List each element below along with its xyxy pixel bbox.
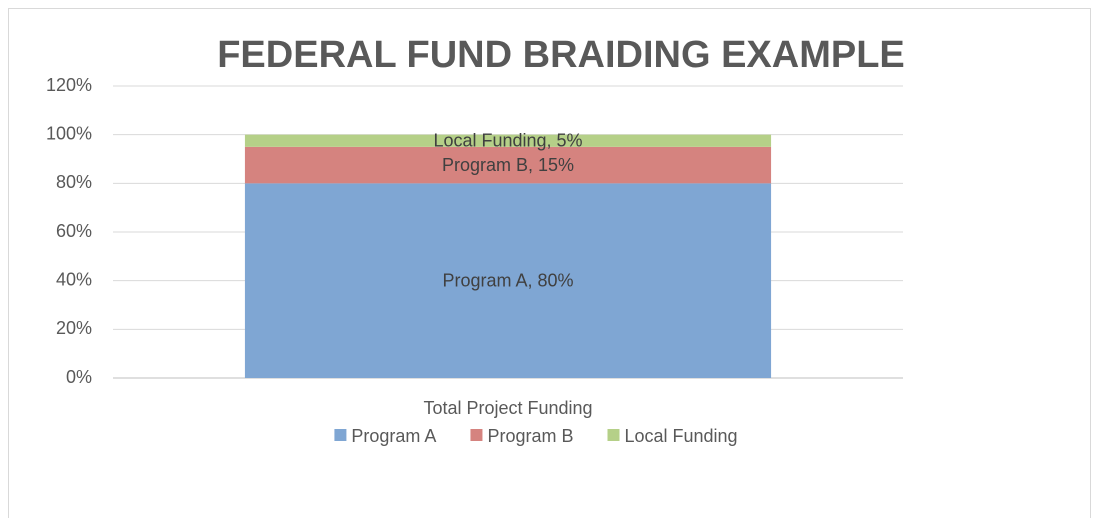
y-tick-label: 60%	[56, 221, 92, 241]
y-tick-label: 100%	[46, 123, 92, 143]
y-tick-label: 40%	[56, 269, 92, 289]
chart-title: FEDERAL FUND BRAIDING EXAMPLE	[217, 34, 905, 76]
x-tick-label: Total Project Funding	[423, 398, 592, 418]
bar-segment	[244, 134, 772, 147]
legend-label: Program B	[487, 426, 573, 446]
legend-swatch	[607, 429, 620, 441]
y-tick-label: 120%	[46, 75, 92, 95]
legend-label: Local Funding	[624, 426, 737, 446]
legend-label: Program A	[351, 426, 436, 446]
bar-segment	[244, 146, 772, 184]
y-tick-label: 0%	[66, 367, 92, 387]
legend-swatch	[334, 429, 347, 441]
data-label: Program A, 80%	[442, 270, 573, 290]
data-label: Local Funding, 5%	[433, 131, 582, 151]
y-tick-label: 80%	[56, 172, 92, 192]
bar-segment	[244, 183, 772, 378]
y-tick-label: 20%	[56, 318, 92, 338]
legend-swatch	[470, 429, 483, 441]
data-label: Program B, 15%	[442, 155, 574, 175]
